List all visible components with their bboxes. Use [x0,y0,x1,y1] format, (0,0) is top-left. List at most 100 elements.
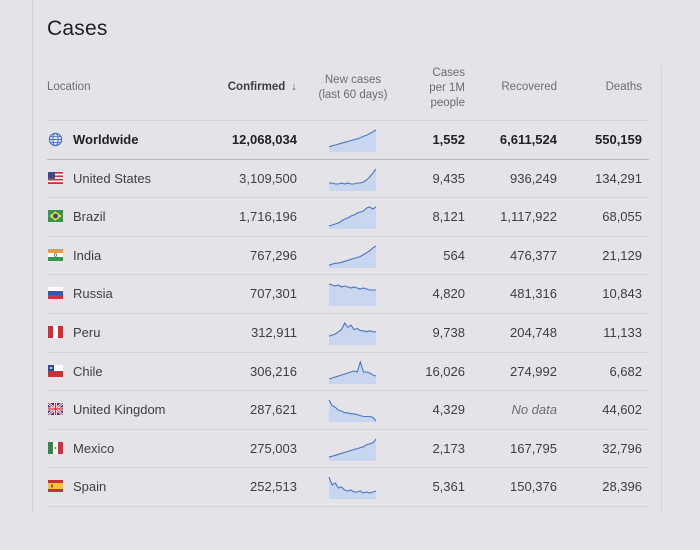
confirmed-value: 306,216 [250,363,297,379]
sparkline-line [328,399,377,422]
sparkline-line [328,359,377,380]
sparkline-line [328,206,377,227]
deaths-value: 21,129 [602,247,642,263]
deaths-value: 28,396 [602,479,642,495]
recovered-value: 6,611,524 [499,132,557,147]
location-name: India [73,247,102,263]
deaths-value: 11,133 [603,325,642,340]
cases-per-million-value: 564 [443,247,465,263]
location-name: Mexico [73,440,115,456]
header-confirmed-sort[interactable]: Confirmed ↓ [187,80,297,95]
new-cases-sparkline [329,168,377,191]
cases-per-million-value: 4,329 [432,402,465,418]
new-cases-sparkline [328,399,377,423]
confirmed-value: 312,911 [250,325,297,340]
location-name: Spain [73,479,107,495]
new-cases-sparkline [328,129,377,152]
table-row-chile[interactable]: Chile 306,216 16,026 274,992 6,682 [47,351,649,391]
deaths-value: 6,682 [609,363,642,379]
table-row-brazil[interactable]: Brazil 1,716,196 8,121 1,117,922 68,055 [47,197,649,236]
sparkline-line [328,129,377,148]
header-new-cases-line1: New cases [324,74,382,86]
header-deaths: Deaths [605,81,642,93]
cases-per-million-value: 9,435 [432,170,465,186]
deaths-value: 44,602 [602,402,642,418]
recovered-value: 167,795 [510,440,557,456]
new-cases-sparkline [328,359,377,384]
sparkline-area [329,207,376,230]
page-title: Cases [47,17,108,40]
sparkline-line [328,477,377,494]
confirmed-value: 1,716,196 [239,209,297,225]
confirmed-value: 252,513 [250,479,297,495]
cases-per-million-value: 8,121 [432,209,465,225]
card-border-right [661,66,662,512]
deaths-value: 32,796 [602,440,642,456]
sparkline-area [329,323,376,345]
sparkline-area [329,130,376,152]
location-name: Russia [73,286,113,302]
recovered-value: 481,316 [510,286,557,302]
confirmed-value: 12,068,034 [231,132,297,147]
table-row-mexico[interactable]: Mexico 275,003 2,173 167,795 32,796 [47,428,649,468]
cases-per-million-value: 9,738 [432,325,465,340]
new-cases-sparkline [328,321,376,345]
header-confirmed-label: Confirmed [227,81,286,93]
recovered-value: 476,377 [510,247,557,263]
sort-down-arrow-icon: ↓ [291,81,297,93]
recovered-value: 274,992 [510,363,557,379]
recovered-value: 1,117,922 [500,209,557,225]
globe-icon [48,132,63,147]
sparkline-area [329,245,376,268]
location-name: United States [73,170,152,186]
sparkline-line [328,438,377,458]
location-name: Brazil [73,209,106,225]
sparkline-area [329,477,376,500]
deaths-value: 10,843 [602,286,642,302]
table-row-spain[interactable]: Spain 252,513 5,361 150,376 28,396 [47,467,649,506]
confirmed-value: 767,296 [250,247,297,263]
header-per-million-line1: Cases [432,67,465,79]
table-row-united-kingdom[interactable]: United Kingdom 287,621 4,329 No data 44,602 [47,390,649,429]
recovered-value: 150,376 [510,479,557,495]
cases-per-million-value: 1,552 [432,132,465,147]
header-cases-per-million: Cases per 1M people [407,66,465,111]
location-name: United Kingdom [73,402,166,418]
spain-flag-icon [48,480,63,493]
table-row-russia[interactable]: Russia 707,301 4,820 481,316 10,843 [47,274,649,313]
new-cases-sparkline [328,477,377,500]
deaths-value: 550,159 [595,132,642,147]
table-bottom-border [47,506,649,507]
sparkline-area [329,168,376,191]
uk-flag-icon [47,402,64,417]
new-cases-sparkline [328,438,377,461]
deaths-value: 68,055 [602,209,642,225]
cases-per-million-value: 16,026 [425,363,465,379]
card-border-left [32,0,33,512]
sparkline-line [328,283,376,291]
table-row-united-states[interactable]: United States 3,109,500 9,435 936,249 134,29… [47,158,649,198]
new-cases-sparkline [328,206,377,230]
sparkline-area [329,361,376,384]
header-recovered: Recovered [501,81,557,93]
confirmed-value: 287,621 [250,402,297,418]
confirmed-value: 275,003 [250,440,297,456]
header-per-million-line3: people [430,97,465,109]
table-row-india[interactable]: India 767,296 564 476,377 21,129 [47,235,649,275]
location-name: Worldwide [73,132,139,147]
chile-flag-icon [48,364,63,377]
table-row-peru[interactable]: Peru 312,911 9,738 204,748 11,133 [47,313,649,352]
recovered-value: 936,249 [510,170,557,186]
header-location: Location [47,81,91,93]
india-flag-icon [48,248,63,261]
table-row-worldwide[interactable]: Worldwide 12,068,034 1,552 6,611,524 550,159 [47,120,649,159]
us-flag-icon [48,171,63,184]
confirmed-value: 707,301 [250,286,297,302]
new-cases-sparkline [328,245,377,268]
deaths-value: 134,291 [595,170,642,186]
russia-flag-icon [48,287,63,300]
new-cases-sparkline [328,283,376,307]
mexico-flag-icon [48,441,63,454]
confirmed-value: 3,109,500 [239,170,297,186]
header-new-cases: New cases (last 60 days) [307,73,399,103]
